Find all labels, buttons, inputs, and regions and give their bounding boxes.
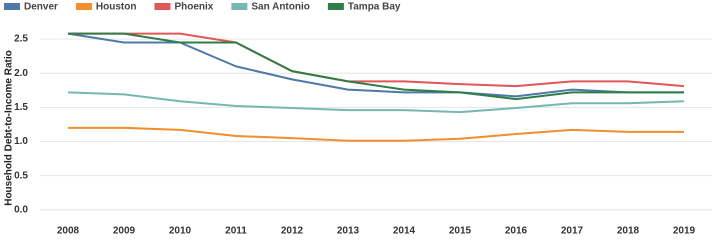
legend-label: Phoenix: [174, 2, 213, 13]
legend-swatch: [4, 3, 20, 10]
series-line: [68, 32, 684, 101]
x-tick-label: 2015: [449, 226, 472, 237]
x-tick-label: 2014: [393, 226, 416, 237]
x-tick-label: 2011: [225, 226, 247, 237]
x-tick-label: 2018: [617, 226, 640, 237]
x-tick-label: 2012: [281, 226, 304, 237]
legend-swatch: [327, 3, 344, 10]
x-tick-label: 2016: [505, 226, 528, 237]
y-tick-label: 0.5: [14, 170, 28, 181]
x-tick-label: 2017: [561, 226, 584, 237]
y-axis-title: Household Debt-to-Income Ratio: [4, 50, 15, 206]
series-line: [68, 126, 684, 142]
legend-label: Houston: [96, 2, 137, 13]
legend-swatch: [231, 3, 248, 10]
legend-label: Tampa Bay: [348, 2, 401, 13]
series-line: [68, 32, 685, 88]
legend-swatch: [75, 3, 92, 10]
x-tick-label: 2019: [673, 226, 696, 237]
y-tick-label: 1.5: [14, 102, 28, 113]
y-tick-label: 0.0: [14, 204, 28, 215]
x-tick-label: 2008: [57, 226, 80, 237]
legend-label: San Antonio: [251, 2, 310, 13]
x-tick-label: 2010: [169, 226, 192, 237]
y-tick-label: 1.0: [14, 136, 28, 147]
series-line: [67, 32, 684, 98]
legend-label: Denver: [24, 2, 58, 13]
series-line: [67, 91, 685, 114]
y-tick-label: 2.0: [14, 68, 28, 79]
y-tick-label: 2.5: [14, 34, 28, 45]
x-tick-label: 2013: [337, 226, 360, 237]
legend-swatch: [154, 3, 171, 10]
x-tick-label: 2009: [113, 226, 136, 237]
